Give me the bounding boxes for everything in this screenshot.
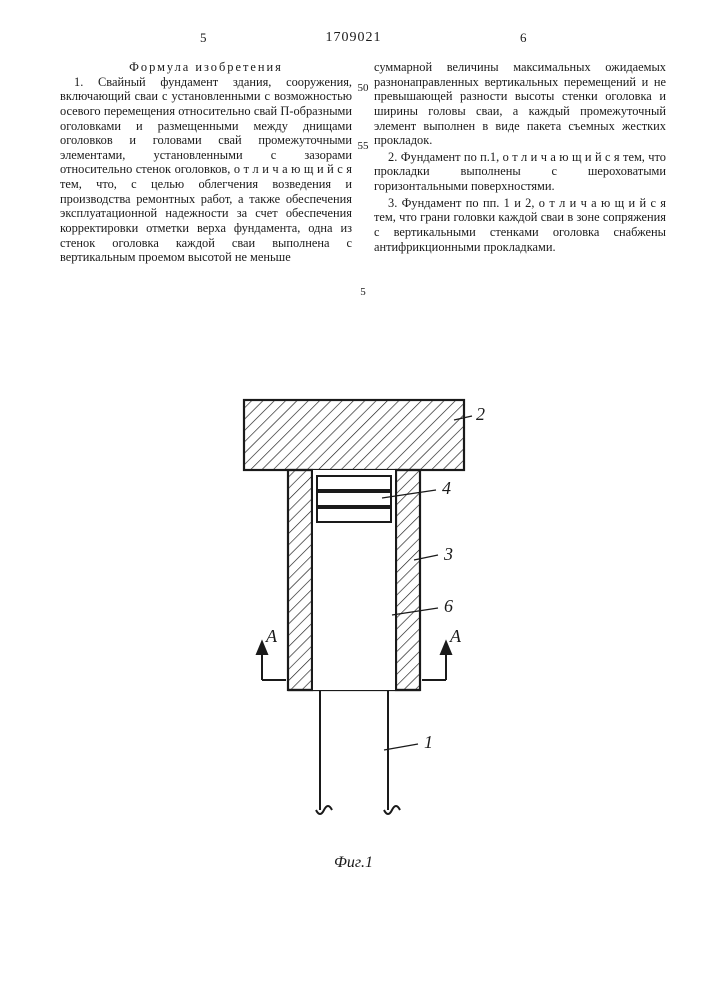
line-num [353,227,373,242]
claim-3: 3. Фундамент по пп. 1 и 2, о т л и ч а ю… [374,196,666,255]
line-num [353,212,373,227]
line-num [353,241,373,256]
label-A-right: А [449,626,462,646]
col-number-right: 6 [520,30,527,46]
line-num [353,154,373,169]
line-num: 5 [353,285,373,300]
line-num [353,197,373,212]
line-num: 50 [353,81,373,96]
figure-1: 2 4 3 6 1 А А Фиг.1 [0,380,707,940]
line-num [353,168,373,183]
section-mark-right [422,642,451,680]
claim-1-cont: суммарной величины максимальных ожидаемы… [374,60,666,148]
line-num [353,270,373,285]
pile-1 [316,690,400,814]
claim-2: 2. Фундамент по п.1, о т л и ч а ю щ и й… [374,150,666,194]
page: 1709021 5 6 Формула изобретения 1. Свайн… [0,0,707,1000]
label-2: 2 [476,404,485,424]
line-num [353,256,373,271]
label-4: 4 [442,478,451,498]
line-num [353,124,373,139]
line-num [353,66,373,81]
cap-part-2 [244,400,464,470]
line-number-gutter: 50 55 5 [353,66,373,300]
line-num: 55 [353,139,373,154]
line-num [353,183,373,198]
section-mark-left [257,642,286,680]
line-num [353,95,373,110]
formula-title: Формула изобретения [60,60,352,75]
line-num [353,110,373,125]
label-1: 1 [424,732,433,752]
column-right: суммарной величины максимальных ожидаемы… [374,60,666,265]
figure-svg: 2 4 3 6 1 А А [204,380,504,850]
spacer-pack-4 [317,476,391,522]
claim-1: 1. Свайный фундамент здания, сооружения,… [60,75,352,265]
figure-caption: Фиг.1 [0,854,707,872]
column-left: Формула изобретения 1. Свайный фундамент… [60,60,352,265]
label-A-left: А [265,626,278,646]
col-number-left: 5 [200,30,207,46]
label-6: 6 [444,596,453,616]
patent-number: 1709021 [0,30,707,46]
label-3: 3 [443,544,453,564]
